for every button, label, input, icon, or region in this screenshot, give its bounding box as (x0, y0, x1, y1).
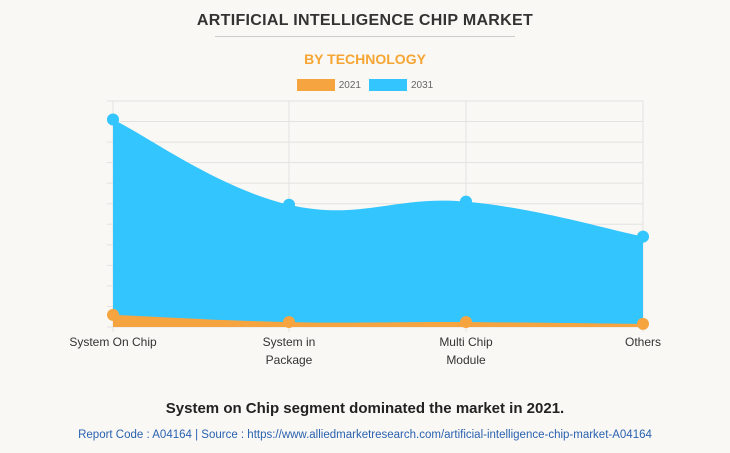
x-tick-label: System On Chip (53, 333, 173, 351)
legend-swatch (369, 79, 407, 91)
x-tick-label-line: Multi Chip (439, 335, 493, 349)
legend: 2021 2031 (0, 79, 730, 91)
x-tick-label-line: Package (265, 353, 313, 367)
x-tick-label: Others (583, 333, 703, 351)
x-tick-label-line: System On Chip (69, 335, 157, 349)
area-series-2031 (113, 119, 643, 327)
data-point-2021[interactable] (637, 317, 649, 330)
x-tick-label: System in Package (229, 333, 349, 369)
data-point-2031[interactable] (283, 198, 295, 211)
data-point-2031[interactable] (637, 230, 649, 243)
chart-subtitle: BY TECHNOLOGY (304, 51, 426, 67)
legend-label: 2031 (411, 79, 434, 91)
data-point-2031[interactable] (107, 113, 119, 126)
x-tick-label-line: Others (624, 335, 661, 349)
data-point-2021[interactable] (460, 316, 472, 329)
chart-caption: System on Chip segment dominated the mar… (165, 400, 565, 417)
legend-item-2021[interactable]: 2021 (296, 79, 361, 91)
x-tick-label: Multi Chip Module (406, 333, 526, 369)
data-point-2021[interactable] (107, 308, 119, 321)
legend-swatch (296, 79, 335, 91)
area-series-2021 (113, 314, 643, 327)
x-tick-label-line: Module (446, 353, 486, 367)
data-point-2021[interactable] (283, 316, 295, 329)
x-tick-label-line: System in (262, 335, 316, 349)
data-point-2031[interactable] (460, 195, 472, 208)
legend-label: 2021 (338, 79, 361, 91)
legend-item-2031[interactable]: 2031 (369, 79, 433, 91)
title-divider (215, 36, 515, 37)
source-link[interactable]: Report Code : A04164 | Source : https://… (78, 429, 652, 441)
chart-title: ARTIFICIAL INTELLIGENCE CHIP MARKET (196, 12, 534, 29)
